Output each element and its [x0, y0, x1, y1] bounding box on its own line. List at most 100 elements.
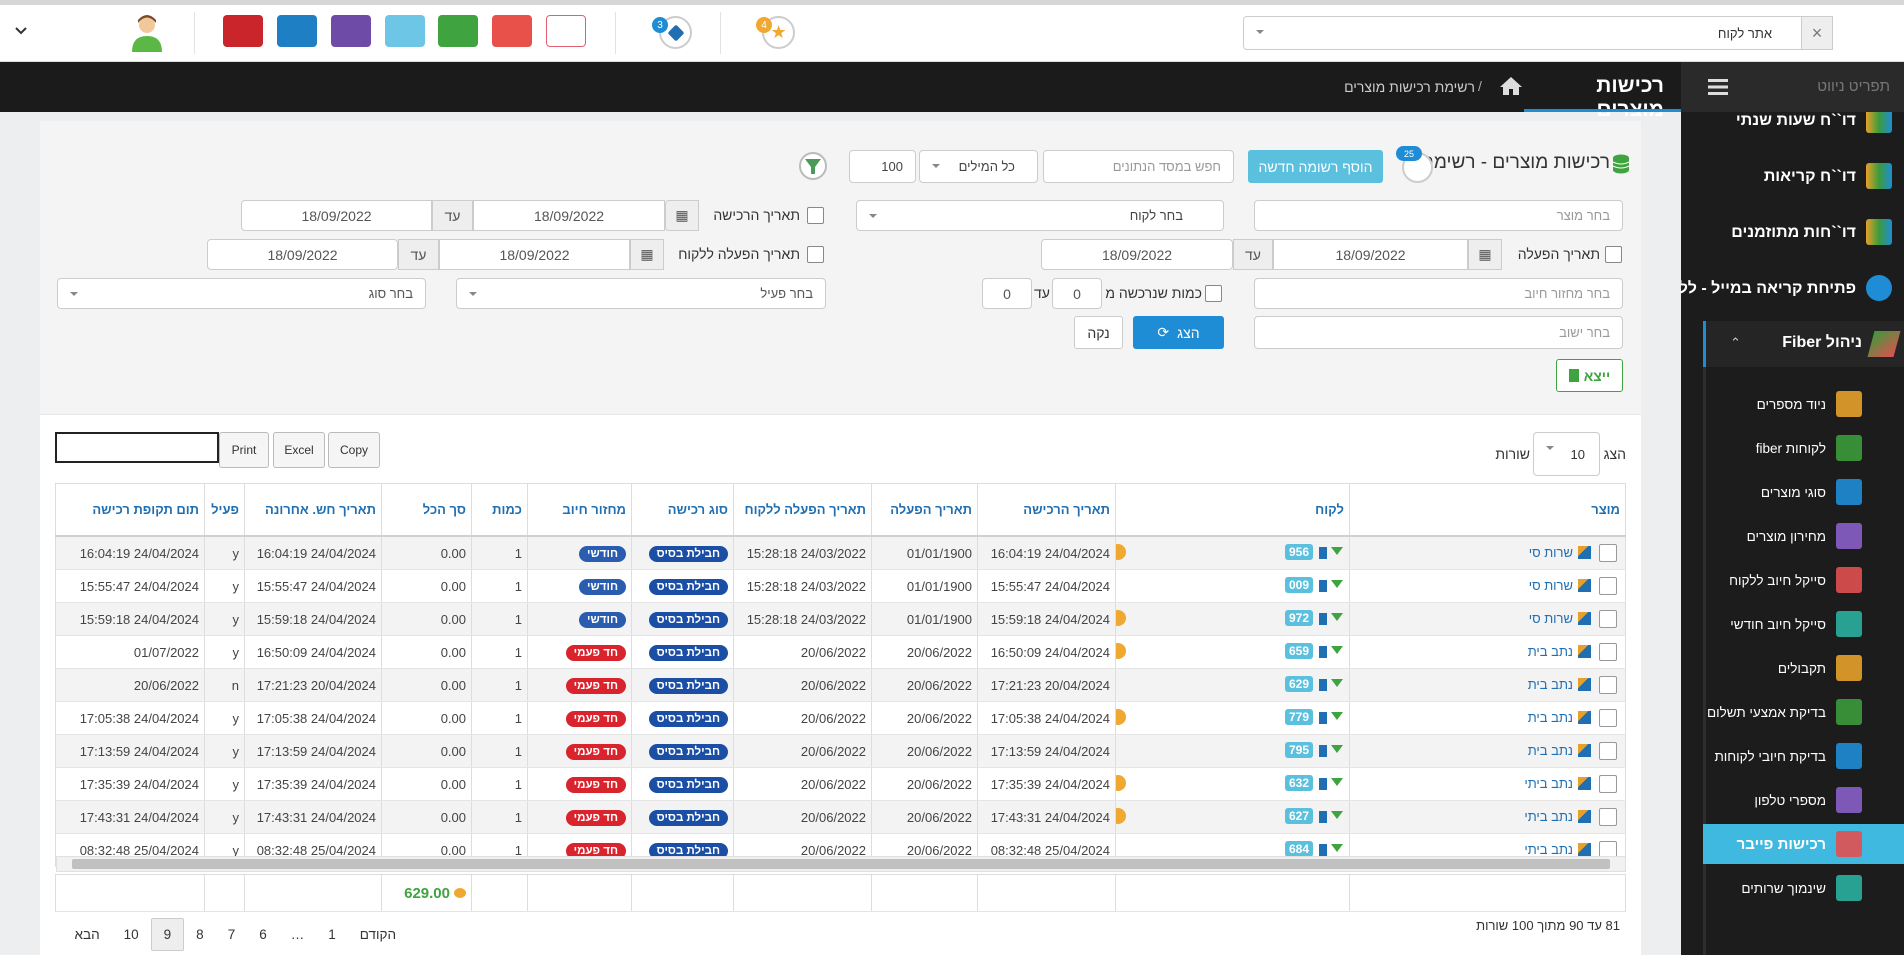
- product-link[interactable]: נתב בית: [1527, 710, 1573, 725]
- add-record-button[interactable]: הוסף רשומה חדשה: [1248, 150, 1383, 183]
- sidebar-sub-item[interactable]: סייקל חיוב ללקוח: [1703, 560, 1904, 600]
- sidebar-sub-item[interactable]: בדיקת אמצעי תשלום: [1703, 692, 1904, 732]
- customer-select[interactable]: בחר לקוח: [856, 200, 1224, 231]
- export-button[interactable]: ייצא: [1556, 359, 1623, 392]
- product-link[interactable]: שרות סי: [1528, 545, 1573, 560]
- active-select[interactable]: בחר פעיל: [456, 278, 826, 309]
- product-link[interactable]: נתב ביתי: [1524, 776, 1573, 791]
- quantity-from[interactable]: 0: [1052, 278, 1102, 309]
- filter-icon[interactable]: [1331, 811, 1343, 825]
- column-header[interactable]: מוצר: [1349, 483, 1626, 537]
- row-checkbox[interactable]: [1599, 808, 1617, 826]
- tool-button[interactable]: [223, 15, 263, 47]
- table-search-input[interactable]: [55, 432, 219, 463]
- purchase-date-checkbox[interactable]: [807, 207, 824, 224]
- clear-site-button[interactable]: ×: [1801, 16, 1833, 50]
- calendar-button[interactable]: ▦: [1468, 239, 1502, 270]
- sidebar-item[interactable]: דו``ח שעות שנתי: [1681, 112, 1904, 143]
- row-checkbox[interactable]: [1599, 544, 1617, 562]
- user-menu-toggle[interactable]: [14, 26, 28, 36]
- limit-input[interactable]: 100: [849, 150, 916, 183]
- customer-activation-from[interactable]: 18/09/2022: [439, 239, 630, 270]
- id-icon[interactable]: [1319, 547, 1327, 559]
- filter-icon[interactable]: [1331, 844, 1343, 858]
- settlement-select[interactable]: בחר ישוב: [1254, 316, 1623, 349]
- excel-button[interactable]: Excel: [273, 432, 325, 468]
- column-header[interactable]: תאריך הפעלה ללקוח: [733, 483, 872, 537]
- row-checkbox[interactable]: [1599, 577, 1617, 595]
- page-link[interactable]: הבא: [74, 926, 100, 942]
- quantity-to[interactable]: 0: [982, 278, 1032, 309]
- user-avatar[interactable]: [130, 14, 164, 52]
- product-link[interactable]: נתב ביתי: [1524, 842, 1573, 857]
- column-header[interactable]: לקוח: [1115, 483, 1350, 537]
- row-checkbox[interactable]: [1599, 610, 1617, 628]
- customer-id[interactable]: 795: [1284, 742, 1313, 758]
- column-header[interactable]: סך הכל: [381, 483, 472, 537]
- page-link[interactable]: 6: [259, 926, 267, 942]
- sidebar-item[interactable]: דו``ח קריאות: [1681, 155, 1904, 199]
- site-select[interactable]: אתר לקוח: [1243, 16, 1833, 50]
- customer-id[interactable]: 629: [1284, 676, 1313, 692]
- product-select[interactable]: בחר מוצר: [1254, 200, 1623, 231]
- sidebar-sub-item[interactable]: מספרי טלפון: [1703, 780, 1904, 820]
- print-button[interactable]: Print: [219, 432, 269, 468]
- page-link[interactable]: 1: [328, 926, 336, 942]
- edit-icon[interactable]: [1578, 579, 1591, 592]
- customer-id[interactable]: 627: [1284, 808, 1313, 824]
- sidebar-sub-item[interactable]: רכישות פייבר: [1703, 824, 1904, 864]
- activation-date-from[interactable]: 18/09/2022: [1273, 239, 1468, 270]
- filter-icon[interactable]: [1331, 547, 1343, 561]
- filter-toggle[interactable]: [799, 152, 827, 180]
- id-icon[interactable]: [1319, 844, 1327, 856]
- calendar-button[interactable]: ▦: [630, 239, 664, 270]
- column-header[interactable]: מחזור חיוב: [527, 483, 632, 537]
- tool-button[interactable]: [385, 15, 425, 47]
- column-header[interactable]: תאריך חש. אחרונה: [244, 483, 382, 537]
- filter-icon[interactable]: [1331, 712, 1343, 726]
- customer-id[interactable]: 009: [1284, 577, 1313, 593]
- customer-activation-to[interactable]: 18/09/2022: [207, 239, 398, 270]
- row-checkbox[interactable]: [1599, 742, 1617, 760]
- column-header[interactable]: תאריך הרכישה: [977, 483, 1116, 537]
- tool-button[interactable]: [277, 15, 317, 47]
- id-icon[interactable]: [1319, 679, 1327, 691]
- page-link[interactable]: …: [290, 926, 305, 942]
- menu-toggle[interactable]: [1708, 78, 1728, 96]
- db-search-input[interactable]: חפש במסד הנתונים: [1043, 150, 1234, 183]
- purchase-date-from[interactable]: 18/09/2022: [473, 200, 665, 231]
- column-header[interactable]: תאריך הפעלה: [871, 483, 978, 537]
- sidebar-sub-item[interactable]: סייקל חיוב חודשי: [1703, 604, 1904, 644]
- page-link[interactable]: הקודם: [359, 926, 396, 942]
- calendar-button[interactable]: ▦: [665, 200, 699, 231]
- length-select[interactable]: 10: [1533, 432, 1600, 476]
- edit-icon[interactable]: [1578, 711, 1591, 724]
- page-link[interactable]: 9: [150, 917, 185, 951]
- filter-icon[interactable]: [1331, 679, 1343, 693]
- edit-icon[interactable]: [1578, 810, 1591, 823]
- customer-id[interactable]: 632: [1284, 775, 1313, 791]
- id-icon[interactable]: [1319, 580, 1327, 592]
- column-header[interactable]: סוג רכישה: [631, 483, 734, 537]
- id-icon[interactable]: [1319, 712, 1327, 724]
- product-link[interactable]: נתב ביתי: [1524, 809, 1573, 824]
- sidebar-item[interactable]: פתיחת קריאה במייל - לל: [1681, 267, 1904, 311]
- type-select[interactable]: בחר סוג: [57, 278, 426, 309]
- activation-date-to[interactable]: 18/09/2022: [1041, 239, 1233, 270]
- filter-icon[interactable]: [1331, 580, 1343, 594]
- match-select[interactable]: כל המילים: [919, 150, 1038, 183]
- customer-id[interactable]: 684: [1284, 841, 1313, 857]
- page-link[interactable]: 10: [123, 926, 139, 942]
- edit-icon[interactable]: [1578, 678, 1591, 691]
- edit-icon[interactable]: [1578, 777, 1591, 790]
- id-icon[interactable]: [1319, 811, 1327, 823]
- quantity-checkbox[interactable]: [1205, 285, 1222, 302]
- id-icon[interactable]: [1319, 778, 1327, 790]
- product-link[interactable]: נתב בית: [1527, 743, 1573, 758]
- product-link[interactable]: נתב בית: [1527, 677, 1573, 692]
- purchase-date-to[interactable]: 18/09/2022: [241, 200, 432, 231]
- customer-id[interactable]: 659: [1284, 643, 1313, 659]
- copy-button[interactable]: Copy: [328, 432, 380, 468]
- column-header[interactable]: תום תקופת רכישה: [55, 483, 205, 537]
- tool-button[interactable]: [331, 15, 371, 47]
